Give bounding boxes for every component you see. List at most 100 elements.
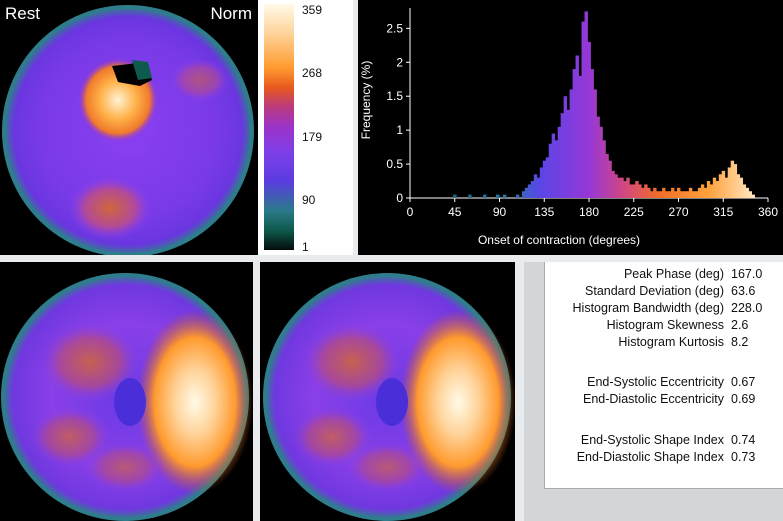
polar-map-image bbox=[263, 273, 515, 521]
histogram-bar bbox=[590, 69, 594, 198]
histogram-bar bbox=[730, 160, 735, 198]
histogram-bar bbox=[566, 109, 571, 198]
x-tick-label: 180 bbox=[579, 205, 599, 219]
histogram-bar bbox=[703, 187, 708, 198]
histogram-bar bbox=[712, 177, 717, 198]
histogram-bar bbox=[679, 191, 684, 198]
histogram-bar bbox=[709, 184, 714, 198]
histogram-bar bbox=[638, 184, 642, 198]
histogram-bar bbox=[647, 187, 651, 198]
stat-value: 228.0 bbox=[731, 301, 763, 315]
histogram-bar bbox=[572, 69, 576, 198]
histogram-bar bbox=[521, 191, 526, 198]
histogram-bar bbox=[751, 194, 755, 198]
stat-value: 8.2 bbox=[731, 335, 749, 349]
histogram-bar bbox=[706, 181, 711, 198]
stat-label: End-Diastolic Eccentricity bbox=[582, 392, 724, 406]
histogram-bar bbox=[596, 116, 600, 198]
stat-row: Histogram Skewness 2.6 bbox=[545, 318, 783, 334]
histogram-bar bbox=[748, 191, 752, 198]
stat-row: End-Systolic Eccentricity 0.67 bbox=[545, 375, 783, 391]
stat-label: Histogram Bandwidth (deg) bbox=[572, 301, 724, 315]
histogram-bar bbox=[745, 187, 750, 198]
stat-value: 2.6 bbox=[731, 318, 749, 332]
x-axis-label: Onset of contraction (degrees) bbox=[478, 233, 640, 247]
colorbar-tick: 179 bbox=[302, 130, 323, 144]
histogram-bar bbox=[644, 184, 648, 198]
polar-map-image bbox=[2, 5, 254, 255]
colorbar: 359 268 179 90 1 bbox=[258, 0, 353, 255]
histogram-bar bbox=[483, 194, 487, 198]
histogram-bar bbox=[685, 191, 690, 198]
x-tick-label: 225 bbox=[624, 205, 644, 219]
histogram-bar bbox=[733, 164, 738, 198]
stat-row: End-Systolic Shape Index 0.74 bbox=[545, 433, 783, 449]
x-tick-label: 90 bbox=[493, 205, 507, 219]
histogram-bar bbox=[700, 184, 705, 198]
histogram-bar bbox=[578, 75, 582, 198]
x-tick-label: 0 bbox=[407, 205, 414, 219]
histogram-bar bbox=[533, 174, 538, 198]
histogram-bar bbox=[608, 160, 612, 198]
y-tick-label: 0 bbox=[396, 191, 403, 205]
polar-map-bottom-middle bbox=[260, 262, 515, 521]
histogram-bar bbox=[599, 126, 603, 198]
histogram-bar bbox=[691, 191, 696, 198]
stat-row: Standard Deviation (deg) 63.6 bbox=[545, 284, 783, 300]
x-tick-label: 135 bbox=[534, 205, 554, 219]
histogram-bar bbox=[727, 167, 732, 198]
histogram-bar bbox=[718, 174, 723, 198]
x-tick-label: 315 bbox=[713, 205, 733, 219]
histogram-bar bbox=[671, 187, 675, 198]
histogram-bar bbox=[715, 181, 720, 198]
colorbar-tick: 90 bbox=[302, 193, 316, 207]
phase-histogram: 0 45 90 135 180 225 270 315 360 0 0.5 1 1.5 2 2.5 Ons… bbox=[358, 0, 783, 255]
histogram-bar bbox=[527, 184, 532, 198]
histogram-bar bbox=[674, 191, 678, 198]
histogram-bar bbox=[721, 170, 726, 198]
histogram-bar bbox=[668, 191, 672, 198]
histogram-bar bbox=[635, 181, 639, 198]
histogram-bar bbox=[496, 194, 500, 198]
rest-label: Rest bbox=[5, 4, 40, 23]
histogram-bar bbox=[682, 191, 687, 198]
histogram-bar bbox=[539, 167, 544, 198]
y-tick-label: 0.5 bbox=[386, 157, 403, 171]
histogram-bar bbox=[584, 11, 588, 199]
histogram-bar bbox=[739, 177, 744, 198]
histogram-bar bbox=[620, 177, 624, 198]
histogram-bar bbox=[629, 184, 633, 198]
stat-value: 167.0 bbox=[731, 267, 763, 281]
stat-value: 0.73 bbox=[731, 450, 756, 464]
histogram-bar bbox=[653, 187, 657, 198]
histogram-bar bbox=[697, 187, 702, 198]
histogram-bar bbox=[656, 191, 660, 198]
histogram-bar bbox=[502, 194, 507, 198]
colorbar-tick: 268 bbox=[302, 66, 323, 80]
histogram-bar bbox=[554, 140, 559, 198]
histogram-bar bbox=[724, 177, 729, 198]
histogram-bar bbox=[665, 191, 669, 198]
histogram-bar bbox=[659, 191, 663, 198]
stat-value: 0.67 bbox=[731, 375, 756, 389]
histogram-bar bbox=[545, 157, 550, 198]
histogram-bar bbox=[623, 181, 627, 198]
histogram-bar bbox=[632, 184, 636, 198]
histogram-bar bbox=[569, 89, 573, 198]
stat-value: 0.74 bbox=[731, 433, 756, 447]
histogram-bar bbox=[563, 96, 568, 198]
histogram-bar bbox=[515, 194, 520, 198]
y-axis-label: Frequency (%) bbox=[359, 61, 373, 140]
y-tick-label: 1 bbox=[396, 123, 403, 137]
y-tick-label: 2 bbox=[396, 55, 403, 69]
stat-row: End-Diastolic Eccentricity 0.69 bbox=[545, 392, 783, 408]
histogram-bar bbox=[587, 41, 591, 198]
stat-label: Histogram Kurtosis bbox=[618, 335, 724, 349]
polar-map-image bbox=[1, 273, 253, 521]
x-tick-label: 360 bbox=[758, 205, 778, 219]
histogram-bar bbox=[611, 170, 615, 198]
y-tick-label: 2.5 bbox=[386, 21, 403, 35]
histogram-bar bbox=[602, 140, 606, 198]
stat-value: 0.69 bbox=[731, 392, 756, 406]
histogram-bar bbox=[536, 177, 541, 198]
